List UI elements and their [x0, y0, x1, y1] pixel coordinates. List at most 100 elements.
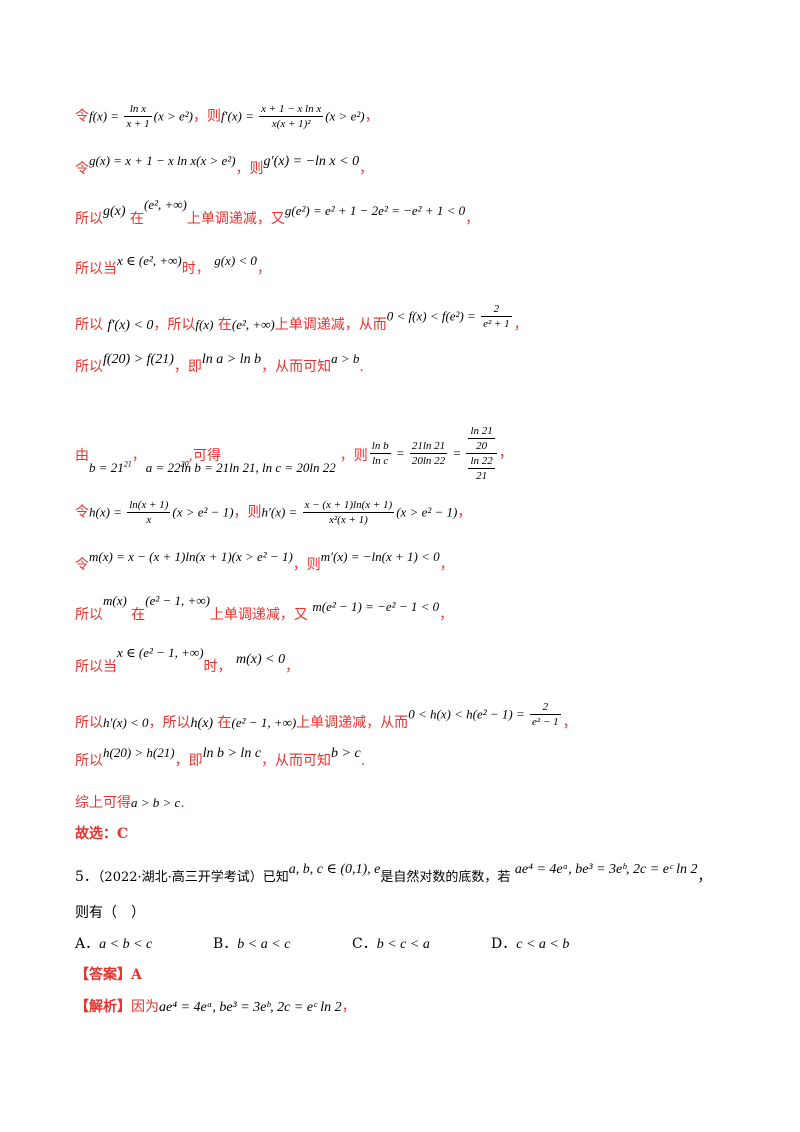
math: (x > e²): [153, 108, 193, 124]
math: f(20) > f(21): [103, 352, 174, 367]
line-7: 由b = 2121，a = 2220,可得ln b = 21ln 21, ln …: [75, 398, 549, 482]
math: h(20) > h(21): [103, 745, 175, 760]
text: ，则: [292, 557, 321, 573]
math: h′(x) =: [261, 504, 301, 520]
text: ，: [439, 607, 454, 623]
option-b[interactable]: B．b < a < c: [213, 933, 290, 953]
math: b > c: [331, 746, 361, 761]
text: .: [180, 795, 185, 811]
math: m(x) < 0: [235, 652, 286, 667]
math: m(x) = x − (x + 1)ln(x + 1)(x > e² − 1): [89, 549, 293, 564]
numerator: x − (x + 1)ln(x + 1): [302, 499, 395, 513]
text: ，: [364, 108, 379, 125]
fraction: ln 22 21: [468, 454, 495, 483]
text: 所以: [75, 714, 103, 731]
text: ，: [285, 659, 300, 675]
numerator: 21ln 21: [409, 440, 448, 454]
math: a > b: [331, 351, 360, 366]
text: ，则: [233, 504, 262, 521]
math: (e² − 1, +∞): [231, 714, 297, 730]
math: ln b > ln c: [202, 746, 262, 761]
numerator: x + 1 − x ln x: [259, 103, 324, 117]
text: ，即: [173, 359, 202, 375]
text: 所以: [75, 753, 103, 769]
math: g(e²) = e² + 1 − 2e² = −e² + 1 < 0: [284, 203, 466, 218]
denominator: 20: [476, 440, 488, 452]
fraction: ln 21 20: [468, 424, 495, 453]
line-8: 令h(x) = ln(x + 1) x (x > e² − 1)，则h′(x) = …: [75, 498, 471, 527]
text: 所以: [75, 211, 103, 227]
option-a[interactable]: A．a < b < c: [75, 933, 152, 953]
math: x ∈ (e² − 1, +∞): [117, 645, 204, 660]
math: ln b = 21ln 21, ln c = 20ln 22: [181, 459, 336, 475]
text: 由: [75, 447, 89, 464]
math: 0 < f(x) < f(e²) =: [386, 308, 480, 324]
superscript: 21: [123, 459, 132, 469]
fraction: 2 e² + 1: [481, 302, 512, 331]
equals: =: [392, 445, 408, 461]
line-9: 令m(x) = x − (x + 1)ln(x + 1)(x > e² − 1)…: [75, 546, 454, 573]
option-text: b < a < c: [237, 937, 291, 952]
question-5: 5．（2022·湖北·高三开学考试）已知a, b, c ∈ (0,1), e是自…: [75, 858, 711, 885]
math: 0 < h(x) < h(e² − 1) =: [408, 706, 529, 722]
text: 令: [75, 557, 89, 573]
math: h′(x) < 0: [103, 714, 149, 730]
math: g′(x) = −ln x < 0: [263, 154, 360, 169]
line-5: 所以 f′(x) < 0，所以f(x) 在(e², +∞)上单调递减，从而0 <…: [75, 302, 528, 333]
option-label: D．: [491, 936, 517, 952]
math: m(e² − 1) = −e² − 1 < 0: [312, 599, 440, 614]
math: a > b > c: [131, 795, 181, 810]
math: (x > e²): [325, 108, 365, 124]
fraction: ln b ln c: [369, 439, 391, 468]
numerator: ln(x + 1): [127, 499, 171, 513]
text: .: [359, 359, 364, 375]
denominator: 21: [476, 470, 488, 482]
answer-tag: 【答案】: [75, 967, 131, 983]
text: ，则: [235, 161, 264, 177]
numerator: ln 22: [468, 455, 495, 469]
text: 综上可得: [75, 795, 131, 811]
text: ，: [697, 869, 712, 885]
text: 所以当: [75, 659, 117, 675]
text: 所以: [75, 607, 103, 623]
text: 在: [130, 211, 144, 227]
option-label: B．: [213, 936, 238, 952]
fraction: 2 e² − 1: [530, 700, 561, 729]
line-10: 所以m(x) 在(e² − 1, +∞)上单调递减，又 m(e² − 1) = …: [75, 593, 453, 623]
text: ，从而可知: [261, 753, 332, 769]
option-label: C．: [352, 936, 377, 952]
line-13: 所以h(20) > h(21)，即ln b > ln c，从而可知b > c.: [75, 742, 365, 769]
text: ，所以: [148, 714, 191, 731]
text: 时，: [203, 659, 232, 675]
text: ，: [465, 211, 480, 227]
math: (e², +∞): [144, 197, 187, 212]
math: g(x): [103, 204, 126, 219]
text: ，则: [193, 108, 221, 125]
numerator: ln 21: [468, 425, 495, 439]
math-chain: ln b ln c = 21ln 21 20ln 22 = ln 21 20 ln 22…: [368, 424, 513, 483]
analysis: 【解析】因为ae⁴ = 4eᵃ, be³ = 3eᵇ, 2c = eᶜ ln 2…: [75, 996, 356, 1016]
line-4: 所以当x ∈ (e², +∞)时， g(x) < 0，: [75, 250, 271, 277]
question-number: 5．: [75, 869, 98, 885]
denominator: 20ln 22: [411, 455, 446, 467]
text: 所以当: [75, 261, 117, 277]
text: 令: [75, 108, 89, 125]
text: ,可得: [188, 447, 222, 464]
denominator: x + 1: [126, 118, 150, 130]
option-d[interactable]: D．c < a < b: [491, 933, 569, 953]
math: m′(x) = −ln(x + 1) < 0: [320, 549, 440, 564]
text: 是自然对数的底数，若: [380, 870, 511, 885]
fraction: 21ln 21 20ln 22: [409, 439, 448, 468]
text: ，则: [339, 447, 368, 464]
text: ，: [131, 447, 146, 464]
denominator: ln 22 21: [466, 454, 496, 483]
math: f(x) =: [89, 108, 123, 124]
math: f′(x) < 0: [107, 317, 154, 333]
math: a = 2220: [146, 459, 189, 474]
text: 在: [217, 316, 232, 333]
text: 上单调递减，又: [186, 211, 285, 227]
option-c[interactable]: C．b < c < a: [352, 933, 430, 953]
nested-fraction: ln 21 20 ln 22 21: [466, 424, 497, 483]
